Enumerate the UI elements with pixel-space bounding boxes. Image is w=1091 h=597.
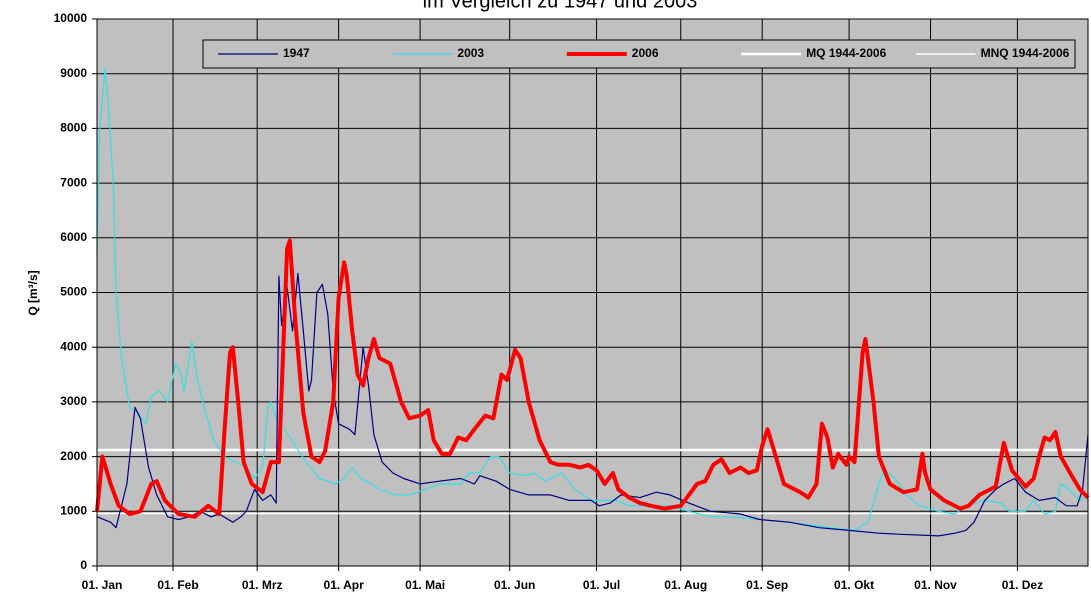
x-tick-label: 01. Feb (157, 578, 198, 592)
y-tick-label: 7000 (60, 175, 87, 189)
x-tick-label: 01. Jul (583, 578, 620, 592)
legend-label: 2006 (632, 46, 659, 60)
y-tick-label: 1000 (60, 503, 87, 517)
series-line (96, 67, 1089, 531)
x-tick-label: 01. Jun (494, 578, 535, 592)
y-tick-label: 3000 (60, 394, 87, 408)
y-tick-label: 0 (80, 558, 87, 572)
chart-title: im Vergleich zu 1947 und 2003 (423, 0, 698, 12)
x-tick-label: 01. Nov (914, 578, 957, 592)
y-tick-label: 2000 (60, 449, 87, 463)
legend-label: MNQ 1944-2006 (981, 46, 1070, 60)
x-tick-label: 01. Apr (324, 578, 365, 592)
x-tick-label: 01. Mai (405, 578, 445, 592)
y-tick-label: 10000 (54, 11, 88, 25)
x-tick-label: 01. Sep (746, 578, 788, 592)
x-tick-label: 01. Okt (834, 578, 874, 592)
x-tick-label: 01. Mrz (242, 578, 283, 592)
y-tick-label: 5000 (60, 285, 87, 299)
y-tick-label: 9000 (60, 66, 87, 80)
plot-border (96, 18, 1089, 567)
y-tick-label: 4000 (60, 339, 87, 353)
x-tick-label: 01. Dez (1002, 578, 1043, 592)
legend-label: 2003 (457, 46, 484, 60)
y-tick-label: 8000 (60, 121, 87, 135)
x-tick-label: 01. Aug (664, 578, 707, 592)
x-tick-label: 01. Jan (82, 578, 123, 592)
y-axis-label: Q [m³/s] (26, 270, 40, 315)
legend-label: MQ 1944-2006 (806, 46, 886, 60)
legend-label: 1947 (283, 46, 310, 60)
series-line (95, 238, 1090, 519)
y-tick-label: 6000 (60, 230, 87, 244)
